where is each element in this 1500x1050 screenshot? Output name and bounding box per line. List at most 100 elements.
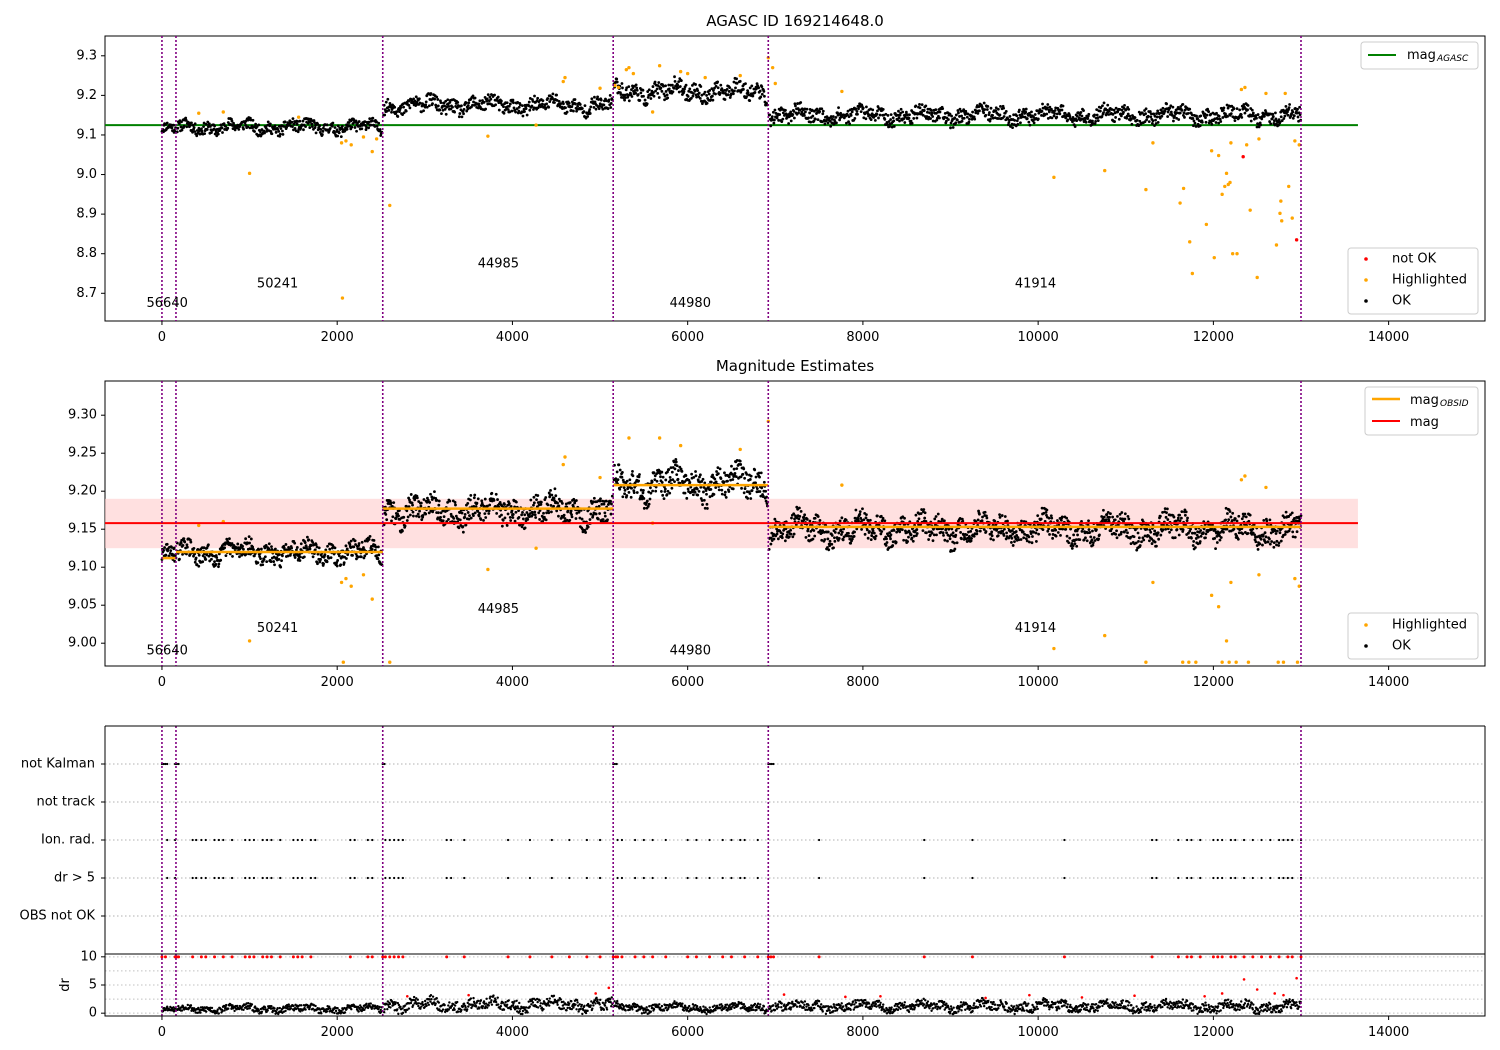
ok-point (1054, 534, 1058, 538)
ok-point (1193, 531, 1197, 535)
ok-point (1248, 513, 1252, 517)
ok-point (1143, 120, 1147, 124)
ok-point (1189, 527, 1192, 531)
ok-point (1079, 111, 1083, 114)
ok-point (1221, 116, 1225, 119)
highlighted-point (1278, 211, 1282, 216)
ok-point (586, 115, 590, 118)
ok-point (694, 93, 698, 97)
ok-point (639, 91, 643, 95)
ok-point (484, 107, 488, 111)
ok-point (718, 467, 722, 471)
ok-point (477, 514, 481, 518)
ok-point (407, 505, 411, 509)
ok-point (1027, 120, 1031, 124)
ok-point (625, 494, 629, 497)
ok-point (1196, 122, 1200, 126)
ok-point (703, 90, 707, 94)
ok-point (830, 117, 834, 121)
ok-point (344, 557, 348, 560)
ok-point (794, 104, 797, 108)
ok-point (1272, 541, 1276, 544)
highlighted-point (339, 580, 344, 585)
ok-point (434, 103, 438, 107)
ok-point (194, 556, 198, 560)
ok-point (1295, 111, 1299, 115)
ok-point (471, 103, 474, 107)
ok-point (532, 503, 535, 507)
ok-point (719, 83, 723, 87)
legend-label: OK (1392, 294, 1411, 309)
ok-point (925, 115, 929, 118)
ok-point (1161, 528, 1165, 532)
ok-point (1048, 533, 1051, 536)
ok-point (415, 514, 418, 518)
ok-point (1102, 111, 1105, 115)
ok-point (821, 109, 825, 113)
ok-point (1148, 110, 1152, 113)
ok-point (527, 100, 531, 104)
ok-point (542, 511, 545, 515)
ok-point (554, 494, 558, 498)
ok-point (1240, 517, 1244, 521)
ok-point (744, 82, 747, 86)
ok-point (1027, 535, 1031, 539)
highlighted-point (361, 135, 366, 139)
ok-point (709, 98, 713, 102)
ok-point (568, 518, 572, 522)
x-tick-label: 12000 (1193, 675, 1234, 690)
highlighted-point (1246, 660, 1251, 664)
ok-point (309, 544, 313, 547)
ok-point (1250, 108, 1254, 112)
ok-point (193, 130, 197, 133)
ok-point (267, 547, 271, 551)
ok-point (506, 512, 510, 516)
ok-point (1149, 115, 1153, 119)
ok-point (405, 509, 409, 513)
ok-point (980, 519, 984, 523)
ok-point (894, 540, 898, 544)
x-tick-label: 2000 (321, 330, 354, 345)
ok-point (1264, 535, 1268, 539)
figure-title: AGASC ID 169214648.0 (706, 12, 884, 30)
ok-point (632, 491, 636, 495)
ok-point (1246, 104, 1250, 107)
ok-point (545, 511, 548, 515)
ok-point (1193, 121, 1197, 125)
ok-point (1091, 529, 1094, 533)
ok-point (1296, 115, 1300, 119)
ok-point (1047, 110, 1051, 114)
ok-point (509, 519, 513, 522)
agasc-magnitude-panel: AGASC ID 169214648.0 5664050241449854498… (76, 12, 1486, 345)
ok-point (249, 537, 253, 541)
ok-point (833, 539, 837, 543)
ok-point (436, 104, 440, 108)
ok-point (503, 516, 507, 520)
ok-point (629, 495, 633, 499)
legend-marker (1364, 623, 1368, 627)
ok-point (674, 460, 678, 464)
ok-point (1226, 114, 1229, 118)
ok-point (772, 121, 776, 125)
ok-point (630, 95, 634, 98)
ok-point (631, 474, 635, 478)
ok-point (994, 109, 998, 112)
ok-point (1087, 519, 1090, 523)
ok-point (1277, 118, 1281, 122)
ok-point (1287, 106, 1291, 110)
y-tick-label: 9.1 (76, 127, 97, 142)
ok-point (272, 560, 276, 563)
ok-point (296, 130, 300, 134)
ok-point (1197, 535, 1200, 539)
ok-point (1238, 108, 1242, 112)
ok-point (1032, 115, 1035, 119)
ok-point (989, 537, 993, 541)
ok-point (649, 97, 653, 100)
ok-point (701, 503, 704, 506)
ok-point (230, 119, 234, 123)
ok-point (424, 103, 428, 107)
legend-marker (1364, 644, 1368, 648)
ok-point (742, 491, 746, 495)
ok-point (1050, 116, 1054, 120)
ok-point (411, 510, 415, 514)
